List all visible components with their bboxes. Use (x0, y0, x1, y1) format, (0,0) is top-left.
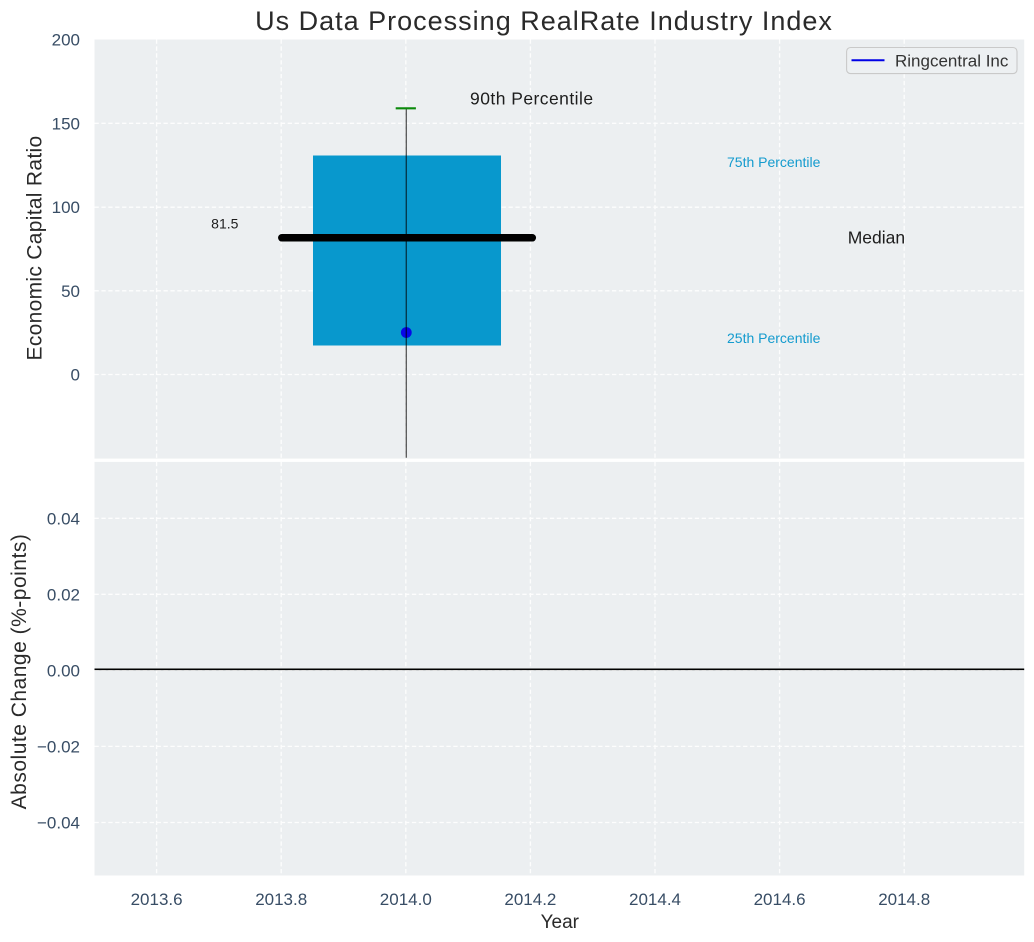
svg-text:150: 150 (52, 114, 80, 133)
svg-text:2014.4: 2014.4 (629, 890, 681, 909)
svg-text:−0.02: −0.02 (37, 737, 80, 756)
svg-text:2013.6: 2013.6 (131, 890, 183, 909)
svg-text:Median: Median (848, 228, 905, 248)
svg-text:2014.8: 2014.8 (878, 890, 930, 909)
svg-text:Absolute Change (%-points): Absolute Change (%-points) (8, 534, 31, 810)
svg-text:75th Percentile: 75th Percentile (727, 154, 821, 170)
svg-text:100: 100 (52, 198, 80, 217)
svg-text:81.5: 81.5 (211, 215, 238, 231)
svg-text:200: 200 (52, 31, 80, 50)
svg-text:Economic Capital Ratio: Economic Capital Ratio (24, 136, 47, 361)
svg-text:−0.04: −0.04 (37, 814, 80, 833)
svg-text:0: 0 (71, 366, 80, 385)
svg-text:90th Percentile: 90th Percentile (470, 89, 594, 109)
svg-text:2013.8: 2013.8 (255, 890, 307, 909)
svg-text:Ringcentral Inc: Ringcentral Inc (895, 51, 1009, 70)
svg-text:25th Percentile: 25th Percentile (727, 330, 821, 346)
svg-text:Year: Year (541, 912, 580, 933)
svg-text:2014.2: 2014.2 (504, 890, 556, 909)
svg-text:0.02: 0.02 (47, 585, 80, 604)
svg-text:0.00: 0.00 (47, 661, 80, 680)
svg-text:Us Data Processing RealRate In: Us Data Processing RealRate Industry Ind… (255, 6, 833, 36)
svg-text:50: 50 (61, 282, 80, 301)
svg-text:2014.0: 2014.0 (380, 890, 432, 909)
svg-text:2014.6: 2014.6 (754, 890, 806, 909)
svg-text:0.04: 0.04 (47, 509, 80, 528)
